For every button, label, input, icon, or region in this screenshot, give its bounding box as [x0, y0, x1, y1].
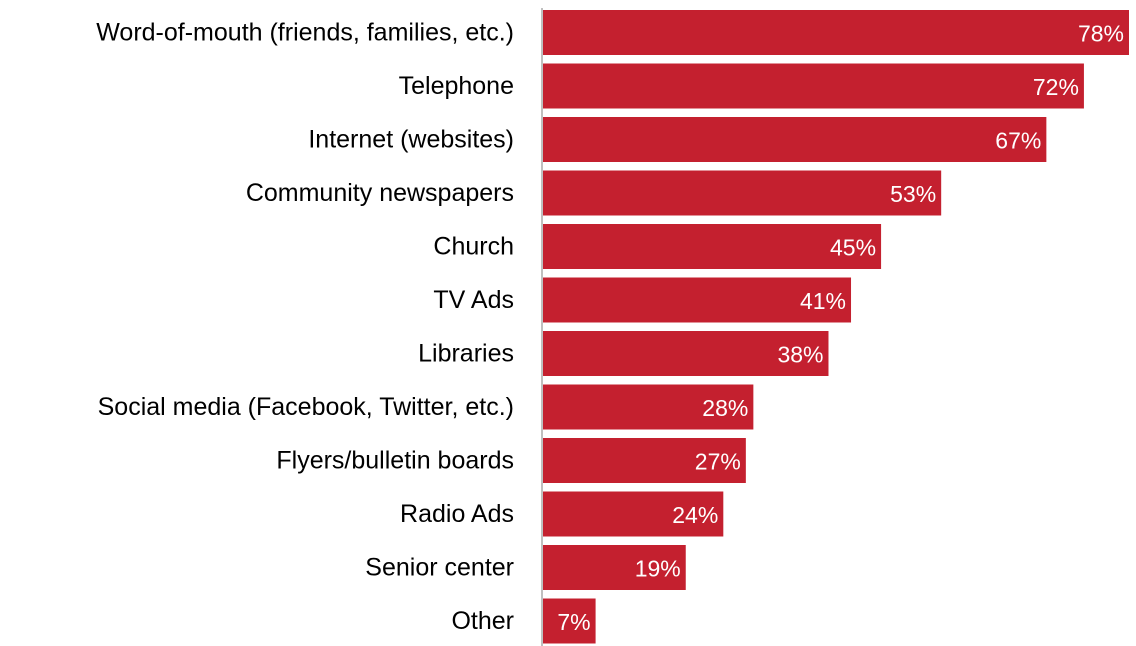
- value-label: 41%: [800, 288, 846, 314]
- category-label: Word-of-mouth (friends, families, etc.): [96, 19, 514, 47]
- bar: [543, 438, 746, 483]
- bar: [543, 491, 724, 537]
- bar: [543, 224, 882, 269]
- bar: [543, 170, 942, 216]
- bar: [543, 545, 686, 590]
- category-label: Senior center: [365, 554, 514, 582]
- category-labels-group: Word-of-mouth (friends, families, etc.) T…: [96, 19, 514, 636]
- value-label: 78%: [1078, 21, 1124, 47]
- value-labels-group: 78% 72% 67% 53% 45% 41% 38% 28% 27% 24% 19% 7%: [557, 21, 1124, 636]
- category-label: Social media (Facebook, Twitter, etc.): [98, 393, 514, 421]
- category-label: Internet (websites): [308, 126, 514, 154]
- category-label: Church: [433, 233, 514, 261]
- bar: [543, 277, 852, 323]
- category-label: Libraries: [418, 340, 514, 368]
- value-label: 53%: [890, 181, 936, 207]
- bar: [543, 598, 596, 644]
- bar: [543, 63, 1084, 109]
- category-label: Flyers/bulletin boards: [276, 447, 514, 475]
- bar: [543, 331, 829, 376]
- value-label: 72%: [1033, 74, 1079, 100]
- value-label: 27%: [695, 449, 741, 475]
- category-label: TV Ads: [433, 286, 514, 314]
- bar: [543, 384, 754, 430]
- value-label: 19%: [635, 556, 681, 582]
- value-label: 28%: [702, 395, 748, 421]
- bar: [543, 10, 1129, 55]
- value-label: 7%: [557, 609, 590, 635]
- category-label: Community newspapers: [246, 179, 514, 207]
- category-label: Telephone: [399, 72, 514, 100]
- bar: [543, 117, 1047, 162]
- bars-group: [543, 10, 1129, 644]
- category-label: Radio Ads: [400, 500, 514, 528]
- value-label: 45%: [830, 235, 876, 261]
- value-label: 24%: [672, 502, 718, 528]
- value-label: 67%: [995, 128, 1041, 154]
- category-label: Other: [451, 607, 514, 635]
- value-label: 38%: [777, 342, 823, 368]
